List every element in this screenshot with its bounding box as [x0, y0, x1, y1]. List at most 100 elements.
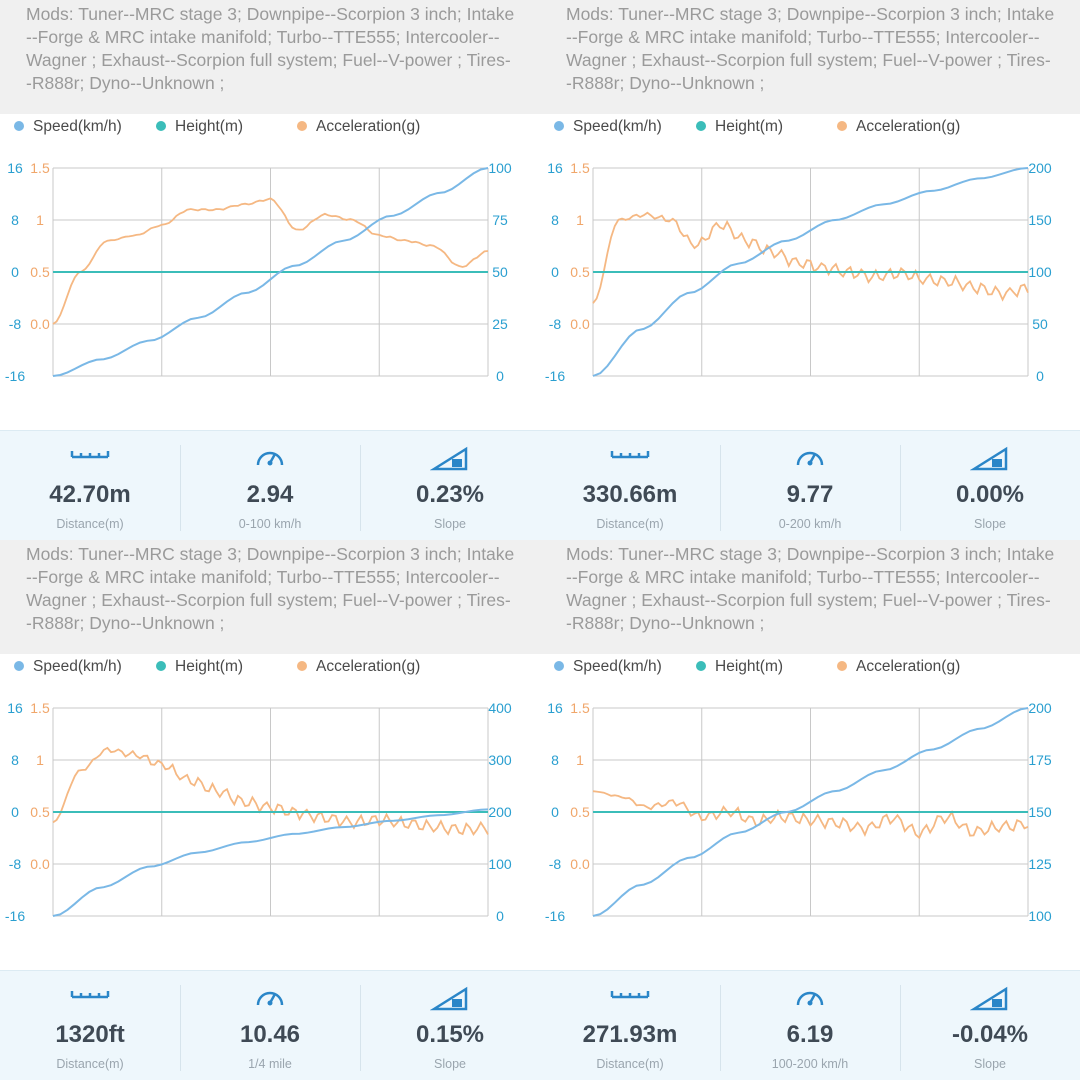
stat-label: Distance(m): [56, 1057, 124, 1071]
stat-divider: [900, 985, 901, 1071]
stats-bar: 330.66m Distance(m) 9.77 0-200 km/h 0.00% Slo…: [540, 430, 1080, 540]
speed-axis-tick: 0: [1036, 368, 1044, 384]
height-axis-tick: -8: [9, 316, 22, 332]
speed-axis-tick: 400: [488, 700, 512, 716]
stat-label: Distance(m): [596, 1057, 664, 1071]
legend-dot-accel: [297, 121, 307, 131]
speed-line: [52, 167, 489, 377]
accel-axis-tick: 1: [36, 212, 44, 228]
ruler-icon: [70, 451, 110, 459]
speed-axis-tick: 175: [1028, 752, 1052, 768]
stat-label: Slope: [434, 517, 466, 531]
stat-distance: 42.70m Distance(m): [0, 431, 180, 540]
stat-divider: [720, 445, 721, 531]
speed-axis-tick: 50: [492, 264, 508, 280]
stat-time: 10.46 1/4 mile: [180, 971, 360, 1080]
legend-item-accel: Acceleration(g): [837, 658, 960, 676]
stat-label: 0-200 km/h: [778, 517, 842, 531]
height-axis-tick: 8: [551, 752, 559, 768]
legend-item-speed: Speed(km/h): [554, 118, 662, 136]
stat-divider: [360, 985, 361, 1071]
stat-label: Slope: [974, 517, 1006, 531]
stat-value: 0.23%: [415, 481, 485, 508]
height-axis-tick: 8: [551, 212, 559, 228]
legend-dot-height: [156, 661, 166, 671]
speed-axis-tick: 100: [1028, 264, 1052, 280]
acceleration-line: [592, 211, 1029, 304]
stat-label: 1/4 mile: [248, 1057, 292, 1071]
legend-dot-speed: [14, 121, 24, 131]
stat-value: 0.00%: [955, 481, 1025, 508]
legend-item-speed: Speed(km/h): [14, 118, 122, 136]
stat-divider: [360, 445, 361, 531]
height-axis-tick: -16: [5, 368, 25, 384]
stats-bar: 1320ft Distance(m) 10.46 1/4 mile 0.15% Slope: [0, 970, 540, 1080]
stat-value: 330.66m: [582, 481, 678, 508]
speedometer-icon: [796, 991, 824, 1006]
legend-dot-height: [696, 661, 706, 671]
legend-dot-height: [696, 121, 706, 131]
slope-icon: [430, 986, 468, 1011]
acceleration-line: [592, 790, 1029, 840]
speed-axis-tick: 50: [1032, 316, 1048, 332]
speed-axis-tick: 200: [1028, 700, 1052, 716]
run-panel-4: Mods: Tuner--MRC stage 3; Downpipe--Scor…: [540, 540, 1080, 1080]
legend-label-accel: Acceleration(g): [856, 118, 961, 135]
line-chart: 16 8 0 -8 -16 1.5 1 0.5 0.0 200 150 100 50 0: [545, 160, 1052, 384]
stat-value: 9.77: [786, 481, 834, 508]
speed-axis-tick: 100: [488, 160, 512, 176]
speed-axis-tick: 150: [1028, 804, 1052, 820]
speed-axis-tick: 200: [488, 804, 512, 820]
chart-legend: Speed(km/h) Height(m) Acceleration(g): [0, 114, 540, 144]
accel-axis-tick: 0.5: [30, 264, 50, 280]
legend-item-accel: Acceleration(g): [297, 118, 420, 136]
stat-value: 42.70m: [49, 481, 131, 508]
run-panel-3: Mods: Tuner--MRC stage 3; Downpipe--Scor…: [0, 540, 540, 1080]
height-axis-tick: 16: [7, 160, 23, 176]
stat-time: 9.77 0-200 km/h: [720, 431, 900, 540]
speed-axis-tick: 0: [496, 368, 504, 384]
chart-legend: Speed(km/h) Height(m) Acceleration(g): [0, 654, 540, 684]
legend-dot-accel: [297, 661, 307, 671]
accel-axis-tick: 1.5: [30, 700, 50, 716]
legend-label-speed: Speed(km/h): [573, 118, 662, 135]
accel-axis-tick: 1: [576, 212, 584, 228]
height-axis-tick: -8: [549, 316, 562, 332]
stat-time: 2.94 0-100 km/h: [180, 431, 360, 540]
stat-divider: [720, 985, 721, 1071]
speed-line: [592, 167, 1029, 377]
legend-label-accel: Acceleration(g): [316, 658, 421, 675]
legend-item-height: Height(m): [696, 658, 783, 676]
ruler-icon: [610, 991, 650, 999]
legend-label-speed: Speed(km/h): [33, 658, 122, 675]
legend-dot-accel: [837, 121, 847, 131]
legend-label-height: Height(m): [715, 658, 784, 675]
slope-icon: [970, 986, 1008, 1011]
legend-item-height: Height(m): [156, 118, 243, 136]
stat-value: 6.19: [786, 1021, 834, 1048]
stat-label: Distance(m): [56, 517, 124, 531]
speedometer-icon: [256, 991, 284, 1006]
height-axis-tick: 16: [547, 160, 563, 176]
speed-axis-tick: 300: [488, 752, 512, 768]
legend-label-speed: Speed(km/h): [573, 658, 662, 675]
stat-slope: 0.23% Slope: [360, 431, 540, 540]
height-axis-tick: -8: [9, 856, 22, 872]
stat-label: 0-100 km/h: [238, 517, 302, 531]
stat-value: 0.15%: [415, 1021, 485, 1048]
height-axis-tick: 8: [11, 212, 19, 228]
mods-description: Mods: Tuner--MRC stage 3; Downpipe--Scor…: [0, 0, 540, 114]
stat-slope: -0.04% Slope: [900, 971, 1080, 1080]
legend-label-height: Height(m): [175, 118, 244, 135]
stat-distance: 330.66m Distance(m): [540, 431, 720, 540]
accel-axis-tick: 1: [36, 752, 44, 768]
stat-divider: [180, 445, 181, 531]
accel-axis-tick: 0.5: [570, 264, 590, 280]
stat-label: Slope: [434, 1057, 466, 1071]
stat-value: -0.04%: [951, 1021, 1029, 1048]
legend-item-height: Height(m): [696, 118, 783, 136]
speed-axis-tick: 25: [492, 316, 508, 332]
stat-distance: 271.93m Distance(m): [540, 971, 720, 1080]
legend-item-speed: Speed(km/h): [14, 658, 122, 676]
chart-grid: [592, 167, 1029, 377]
